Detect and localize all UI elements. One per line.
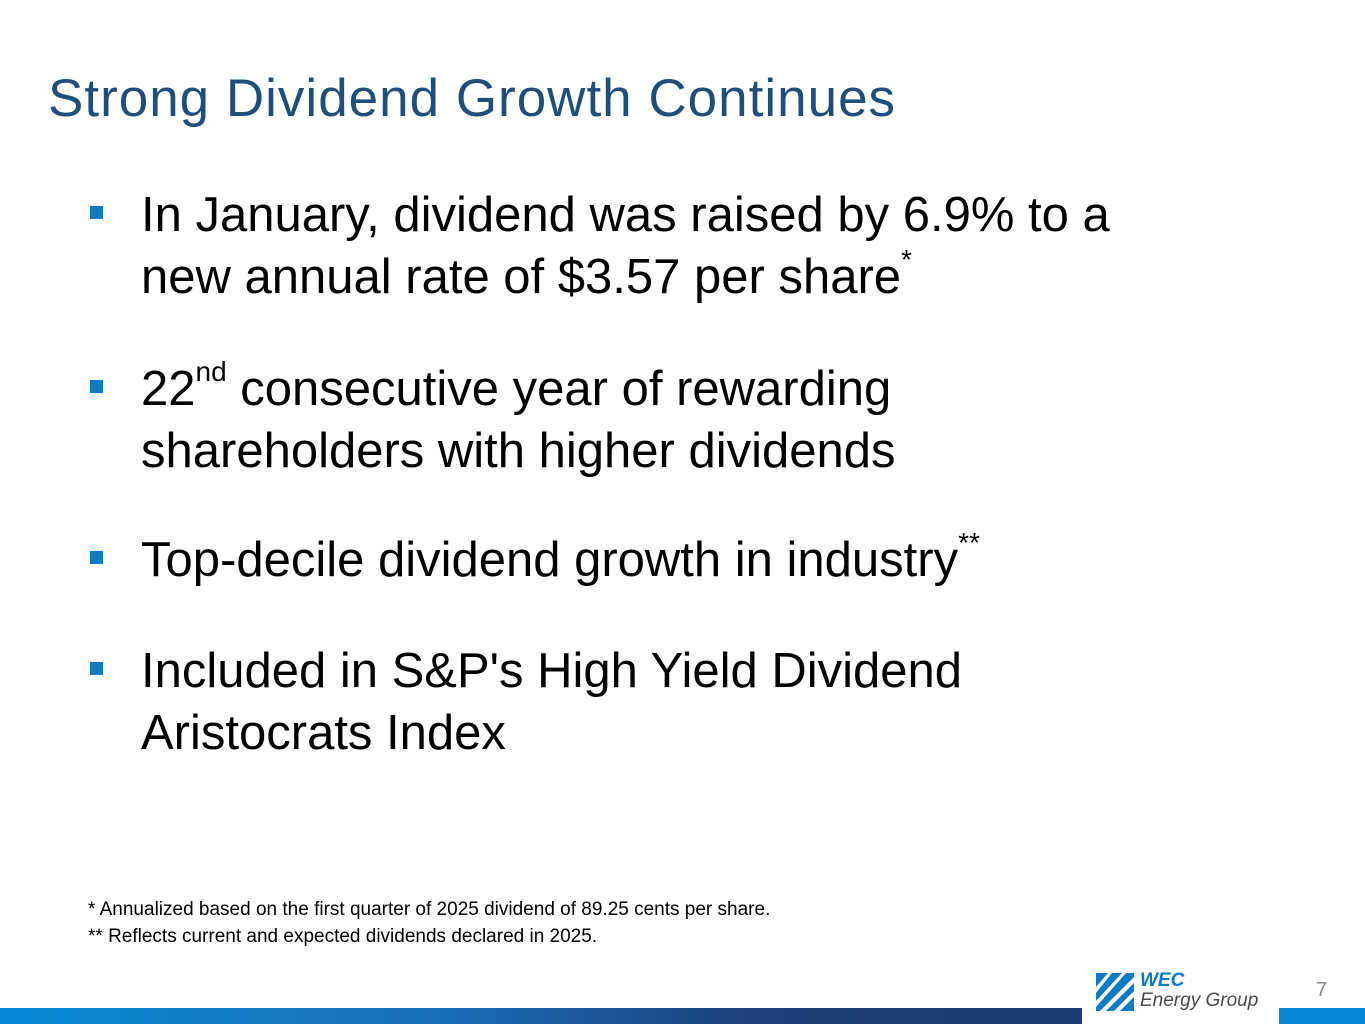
footnotes: * Annualized based on the first quarter … [88, 896, 770, 950]
wec-logo-mark-icon [1094, 971, 1136, 1011]
bullet-text-line: new annual rate of $3.57 per share [141, 250, 902, 304]
square-bullet-icon [90, 662, 103, 675]
logo-text-wec: WEC [1140, 970, 1185, 991]
footnote-marker: * [901, 244, 912, 275]
square-bullet-icon [90, 551, 103, 564]
bullet-consecutive-years: 22nd consecutive year of rewarding share… [90, 358, 896, 482]
bullet-number: 22 [141, 362, 196, 416]
bullet-aristocrats-index: Included in S&P's High Yield Dividend Ar… [90, 640, 962, 764]
logo-text-energy-group: Energy Group [1140, 990, 1259, 1011]
bullet-text-line: consecutive year of rewarding [226, 362, 892, 416]
page-number: 7 [1316, 979, 1328, 1001]
bullet-text-line: Included in S&P's High Yield Dividend [141, 644, 963, 698]
square-bullet-icon [90, 206, 103, 219]
footnote-marker: ** [958, 527, 980, 558]
bullet-text-line: Top-decile dividend growth in industry [141, 533, 959, 587]
bullet-text-line: Aristocrats Index [141, 706, 506, 760]
footnote: * Annualized based on the first quarter … [88, 899, 771, 920]
ordinal-suffix: nd [195, 356, 227, 387]
square-bullet-icon [90, 380, 103, 393]
bullet-text-line: shareholders with higher dividends [141, 424, 896, 478]
bullet-top-decile: Top-decile dividend growth in industry** [90, 529, 980, 591]
footer-gradient-bar [0, 1008, 1082, 1024]
wec-energy-group-logo: WEC Energy Group [1094, 969, 1264, 1013]
footnote: ** Reflects current and expected dividen… [88, 926, 598, 947]
slide-title: Strong Dividend Growth Continues [48, 69, 897, 128]
footer-accent-bar [1279, 1008, 1365, 1024]
bullet-dividend-raise: In January, dividend was raised by 6.9% … [90, 184, 1110, 308]
bullet-text-line: In January, dividend was raised by 6.9% … [141, 188, 1110, 242]
